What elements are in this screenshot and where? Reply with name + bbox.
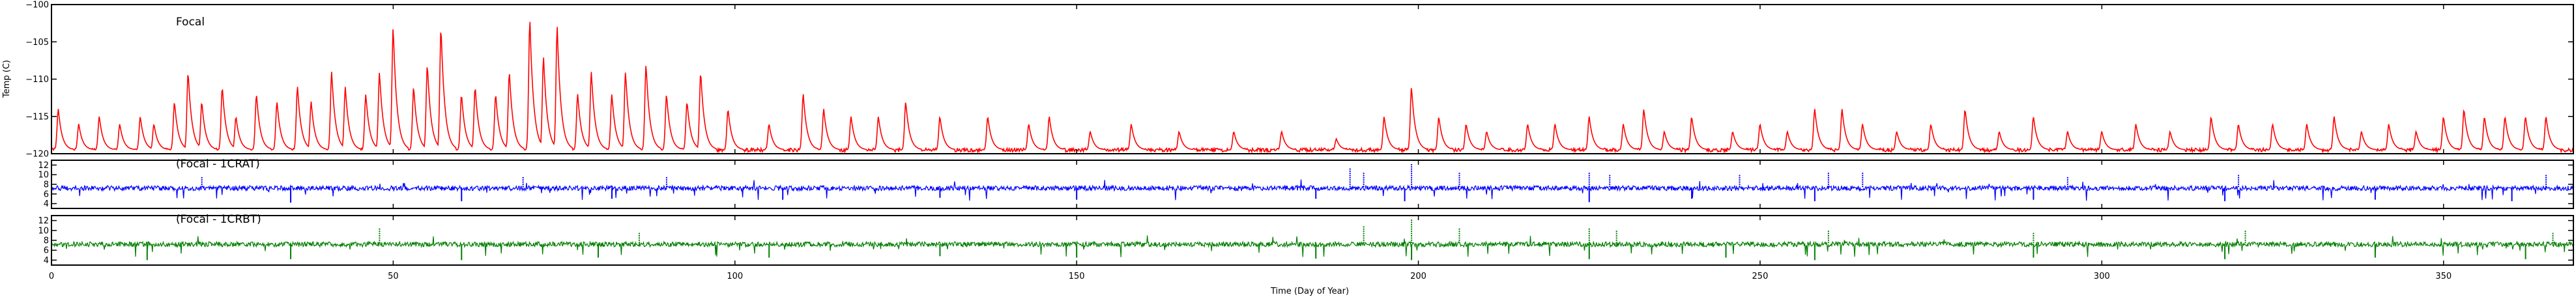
y-tick-label: 8: [44, 236, 49, 246]
series-peak: [1827, 231, 1829, 244]
series-peak: [1588, 173, 1590, 188]
y-tick-label: −105: [25, 38, 49, 48]
x-tick-label: 350: [2435, 272, 2452, 281]
series-peak: [2033, 233, 2034, 244]
series-peak: [1363, 173, 1365, 188]
x-tick-label: 0: [49, 272, 54, 281]
series-peak: [2238, 175, 2240, 188]
focal-y-ticks: −100 −105 −110 −115 −120: [25, 1, 2573, 160]
focal-panel-title: Focal: [176, 16, 205, 29]
crbt-plot-area: [51, 219, 2574, 261]
crat-panel-title: (Focal - 1CRAT): [176, 158, 260, 171]
focal-plot-area: [51, 21, 2574, 154]
y-tick-label: −120: [25, 150, 49, 160]
y-tick-label: −110: [25, 75, 49, 85]
series-peak: [2552, 233, 2554, 244]
x-tick-label: 200: [1410, 272, 1426, 281]
series-peak: [665, 177, 667, 188]
y-tick-label: 4: [44, 199, 49, 209]
x-tick-label: 150: [1069, 272, 1085, 281]
x-axis-label: Time (Day of Year): [1270, 287, 1349, 296]
y-tick-label: 10: [38, 171, 49, 180]
panel-focal: Focal Temp (C) −100 −105 −110 −115 −120: [2, 1, 2574, 160]
series-peak: [1458, 228, 1460, 244]
series-peak: [201, 177, 203, 188]
crbt-panel-title: (Focal - 1CRBT): [176, 213, 261, 226]
y-tick-label: 6: [44, 246, 49, 256]
series-peak: [2545, 175, 2547, 188]
series-peak: [2066, 177, 2068, 188]
x-axis-ticks: 0 50 100 150 200 250 300 350: [49, 5, 2452, 281]
y-tick-label: 12: [38, 161, 49, 171]
series-peak: [1411, 219, 1413, 244]
series-trace: [51, 179, 2574, 201]
series-trace: [51, 235, 2574, 257]
series-peak: [1615, 231, 1617, 244]
series-peak: [2244, 231, 2246, 244]
x-tick-label: 50: [388, 272, 399, 281]
focal-y-axis-label: Temp (C): [2, 60, 12, 98]
x-tick-label: 100: [727, 272, 743, 281]
y-tick-label: −115: [25, 112, 49, 122]
x-tick-label: 250: [1752, 272, 1769, 281]
series-peak: [638, 233, 640, 244]
series-peak: [1827, 173, 1829, 188]
series-peak: [1739, 175, 1741, 188]
series-peak: [1363, 226, 1365, 244]
x-tick-label: 300: [2094, 272, 2110, 281]
series-peak: [522, 177, 524, 188]
crat-plot-area: [51, 163, 2574, 203]
series-peak: [1862, 173, 1864, 188]
y-tick-label: −100: [25, 1, 49, 10]
y-tick-label: 10: [38, 226, 49, 236]
y-tick-label: 6: [44, 190, 49, 199]
series-peak: [1349, 168, 1351, 188]
series-peak: [1458, 173, 1460, 188]
series-peak: [1411, 163, 1413, 188]
y-tick-label: 8: [44, 180, 49, 190]
series-peak: [379, 228, 381, 244]
series-peak: [1609, 175, 1611, 188]
series-peak: [1588, 228, 1590, 244]
y-tick-label: 12: [38, 216, 49, 226]
y-tick-label: 4: [44, 256, 49, 266]
focal-temp-line: [51, 21, 2574, 154]
